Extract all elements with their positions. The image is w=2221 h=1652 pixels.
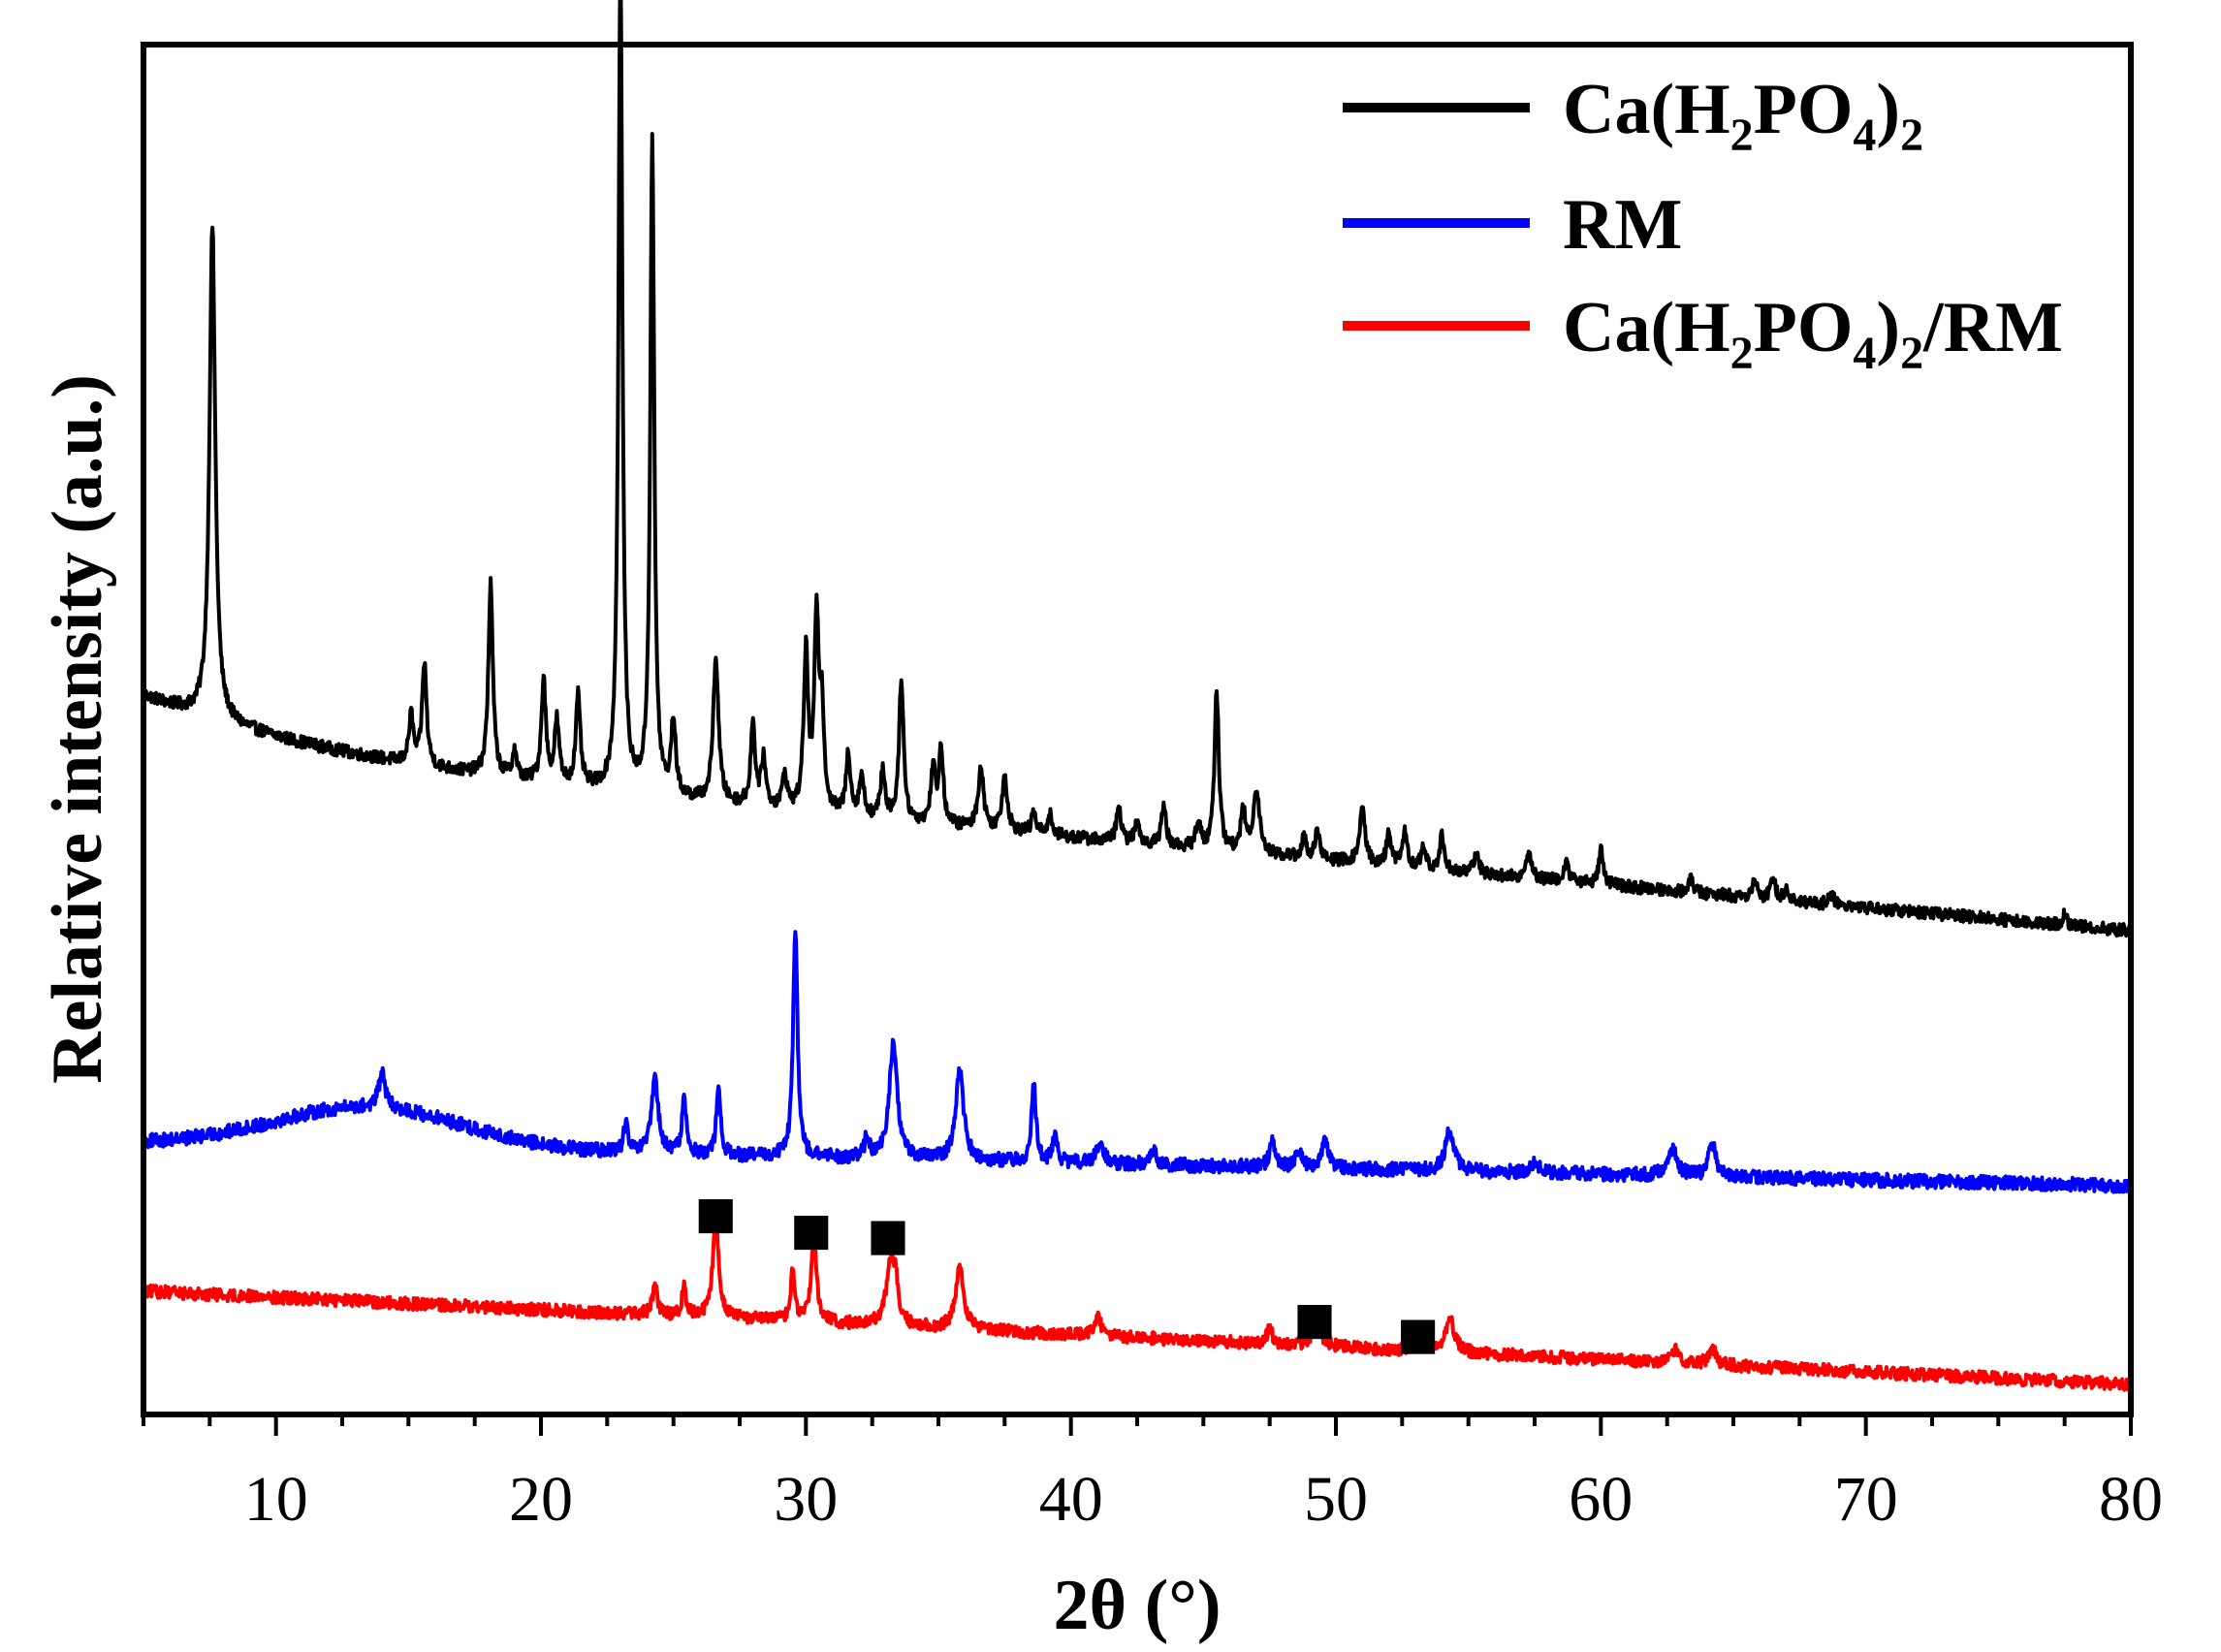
x-tick-label-70: 70 — [1834, 1464, 1898, 1535]
x-tick-label-30: 30 — [774, 1464, 838, 1535]
marker-layer: ■ ■ ■ ■ ■ — [695, 1187, 1440, 1359]
x-tick-label-50: 50 — [1304, 1464, 1368, 1535]
legend-label-ca-h2po4-2: Ca(H2PO4)2 — [1563, 70, 1923, 161]
legend-entry-ca-h2po4-2-rm: Ca(H2PO4)2/RM — [1343, 288, 2063, 379]
x-axis-ticks — [142, 1414, 2133, 1436]
x-axis-tick-labels: 10 20 30 40 50 60 70 80 — [244, 1464, 2163, 1535]
series-line-rm — [142, 930, 2133, 1194]
x-tick-label-10: 10 — [244, 1464, 308, 1535]
series-layer — [142, 0, 2133, 1392]
x-axis-label: 2θ (°) — [1053, 1566, 1221, 1645]
phase-marker-5: ■ — [1397, 1307, 1439, 1359]
legend-entry-rm: RM — [1343, 185, 1682, 265]
legend-label-ca-h2po4-2-rm: Ca(H2PO4)2/RM — [1563, 288, 2063, 379]
series-line-ca-h2po4-2-rm — [142, 1217, 2133, 1392]
series-line-ca-h2po4-2 — [142, 0, 2133, 938]
y-axis-label: Relative intensity (a.u.) — [38, 374, 117, 1084]
phase-marker-3: ■ — [867, 1208, 908, 1260]
x-tick-label-20: 20 — [509, 1464, 573, 1535]
phase-marker-2: ■ — [790, 1203, 832, 1255]
legend: Ca(H2PO4)2 RM Ca(H2PO4)2/RM — [1343, 70, 2063, 379]
x-tick-label-80: 80 — [2099, 1464, 2163, 1535]
x-tick-label-60: 60 — [1569, 1464, 1633, 1535]
phase-marker-1: ■ — [695, 1187, 737, 1239]
x-tick-label-40: 40 — [1039, 1464, 1103, 1535]
phase-marker-4: ■ — [1293, 1291, 1335, 1344]
legend-entry-ca-h2po4-2: Ca(H2PO4)2 — [1343, 70, 1923, 161]
legend-label-rm: RM — [1563, 185, 1682, 265]
